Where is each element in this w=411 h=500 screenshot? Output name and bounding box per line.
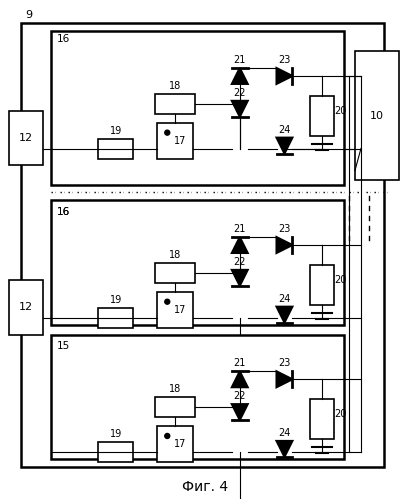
Bar <box>155 397 195 417</box>
Bar <box>157 426 193 462</box>
Bar <box>51 334 344 459</box>
Polygon shape <box>232 68 248 84</box>
Polygon shape <box>277 138 292 154</box>
Circle shape <box>165 434 170 438</box>
Text: 16: 16 <box>56 34 69 44</box>
Text: 18: 18 <box>169 250 181 260</box>
Text: 12: 12 <box>19 132 33 142</box>
Bar <box>310 96 334 136</box>
Polygon shape <box>277 441 292 457</box>
Text: 22: 22 <box>233 391 246 401</box>
Bar <box>9 280 43 334</box>
Bar <box>157 292 193 328</box>
Circle shape <box>165 299 170 304</box>
Circle shape <box>165 130 170 135</box>
Text: 18: 18 <box>169 81 181 91</box>
Text: 18: 18 <box>169 384 181 394</box>
Text: 22: 22 <box>233 257 246 267</box>
Bar <box>310 265 334 304</box>
Polygon shape <box>277 68 292 84</box>
Bar <box>157 122 193 158</box>
Text: 21: 21 <box>233 55 246 65</box>
Text: 24: 24 <box>278 428 291 438</box>
Polygon shape <box>232 237 248 253</box>
Text: 22: 22 <box>233 88 246 98</box>
Text: Фиг. 4: Фиг. 4 <box>182 480 228 494</box>
Polygon shape <box>277 372 292 387</box>
Bar <box>310 399 334 439</box>
Text: 15: 15 <box>56 342 69 351</box>
Bar <box>98 442 134 462</box>
Bar <box>98 308 134 328</box>
Text: 19: 19 <box>109 294 122 304</box>
Bar <box>21 24 384 467</box>
Bar <box>51 31 344 186</box>
Text: 19: 19 <box>109 126 122 136</box>
Bar <box>98 138 134 158</box>
Polygon shape <box>232 101 248 116</box>
Text: 21: 21 <box>233 358 246 368</box>
Text: 24: 24 <box>278 294 291 304</box>
Polygon shape <box>232 404 248 420</box>
Text: 23: 23 <box>278 55 291 65</box>
Text: 23: 23 <box>278 358 291 368</box>
Polygon shape <box>277 306 292 322</box>
Text: 20: 20 <box>334 106 346 116</box>
Bar <box>155 94 195 114</box>
Text: 20: 20 <box>334 275 346 285</box>
Text: 23: 23 <box>278 224 291 234</box>
Text: 12: 12 <box>19 302 33 312</box>
Text: 21: 21 <box>233 224 246 234</box>
Text: 20: 20 <box>334 409 346 419</box>
Text: 9: 9 <box>25 10 33 20</box>
Text: 10: 10 <box>370 111 384 120</box>
Bar <box>155 263 195 283</box>
Bar <box>51 200 344 324</box>
Bar <box>9 111 43 166</box>
Text: 17: 17 <box>174 136 186 145</box>
Polygon shape <box>277 237 292 253</box>
Bar <box>355 51 399 180</box>
Text: 17: 17 <box>174 304 186 314</box>
Polygon shape <box>232 270 248 286</box>
Text: 24: 24 <box>278 124 291 134</box>
Text: 19: 19 <box>109 429 122 439</box>
Polygon shape <box>232 372 248 387</box>
Text: 17: 17 <box>174 439 186 449</box>
Text: 16: 16 <box>56 207 69 217</box>
Text: 16: 16 <box>56 207 69 217</box>
